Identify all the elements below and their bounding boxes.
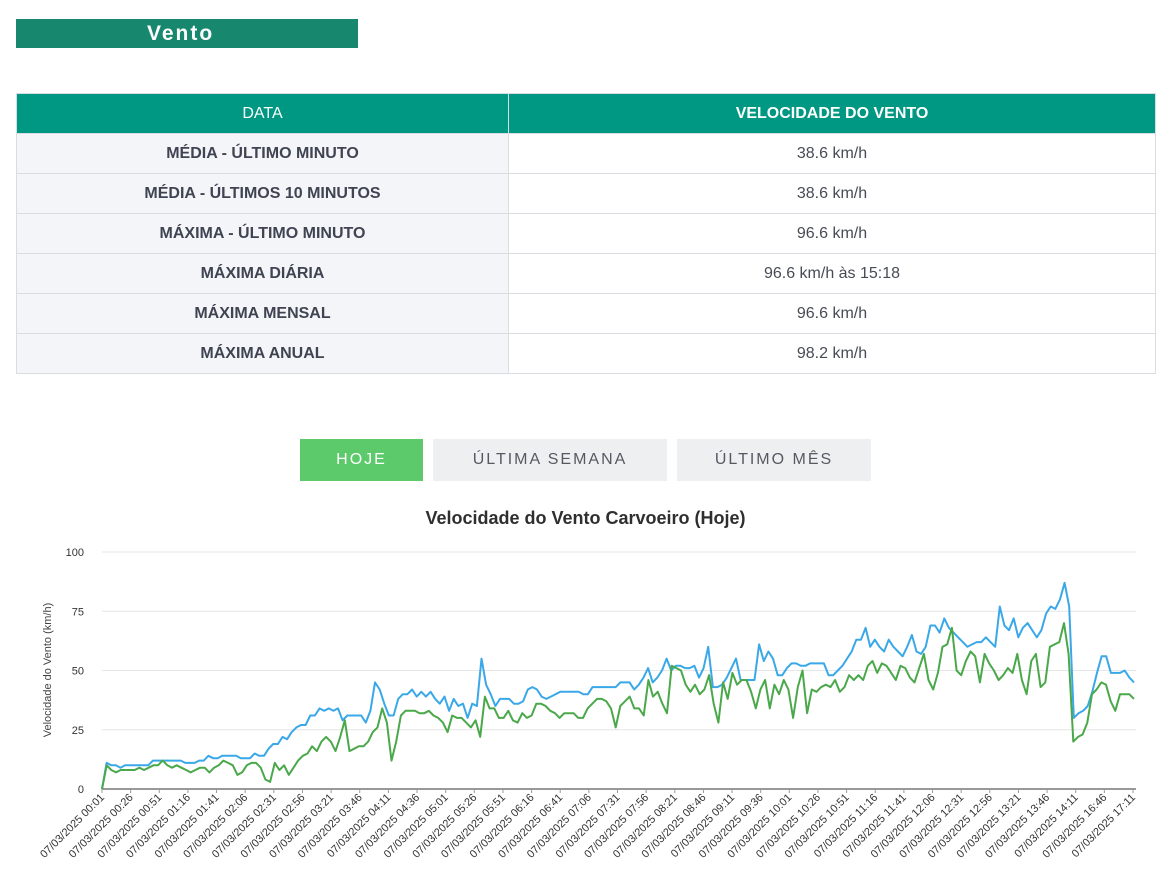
row-value: 96.6 km/h bbox=[508, 293, 1156, 334]
y-tick-label: 50 bbox=[72, 666, 84, 678]
table-header-row: DATA VELOCIDADE DO VENTO bbox=[16, 93, 1156, 134]
wind-table: DATA VELOCIDADE DO VENTO MÉDIA - ÚLTIMO … bbox=[16, 93, 1156, 374]
table-row: MÉDIA - ÚLTIMOS 10 MINUTOS 38.6 km/h bbox=[16, 173, 1156, 214]
row-label: MÁXIMA - ÚLTIMO MINUTO bbox=[16, 213, 509, 254]
tab-hoje[interactable]: HOJE bbox=[300, 439, 423, 481]
row-label: MÉDIA - ÚLTIMOS 10 MINUTOS bbox=[16, 173, 509, 214]
column-header-data: DATA bbox=[16, 93, 509, 134]
y-tick-label: 0 bbox=[78, 784, 84, 796]
tab-ultima-semana[interactable]: ÚLTIMA SEMANA bbox=[433, 439, 667, 481]
y-axis-label: Velocidade do Vento (km/h) bbox=[42, 603, 54, 738]
row-label: MÁXIMA DIÁRIA bbox=[16, 253, 509, 294]
row-label: MÁXIMA ANUAL bbox=[16, 333, 509, 374]
row-label: MÁXIMA MENSAL bbox=[16, 293, 509, 334]
row-value: 96.6 km/h às 15:18 bbox=[508, 253, 1156, 294]
table-row: MÉDIA - ÚLTIMO MINUTO 38.6 km/h bbox=[16, 133, 1156, 174]
chart-title: Velocidade do Vento Carvoeiro (Hoje) bbox=[425, 508, 746, 528]
y-tick-label: 25 bbox=[72, 725, 84, 737]
table-row: MÁXIMA - ÚLTIMO MINUTO 96.6 km/h bbox=[16, 213, 1156, 254]
row-value: 98.2 km/h bbox=[508, 333, 1156, 374]
table-row: MÁXIMA ANUAL 98.2 km/h bbox=[16, 333, 1156, 374]
section-title: Vento bbox=[16, 19, 358, 48]
row-value: 38.6 km/h bbox=[508, 173, 1156, 214]
column-header-velocidade: VELOCIDADE DO VENTO bbox=[508, 93, 1156, 134]
table-row: MÁXIMA DIÁRIA 96.6 km/h às 15:18 bbox=[16, 253, 1156, 294]
y-tick-label: 75 bbox=[72, 606, 84, 618]
row-value: 96.6 km/h bbox=[508, 213, 1156, 254]
series-line-2 bbox=[101, 622, 1135, 790]
row-value: 38.6 km/h bbox=[508, 133, 1156, 174]
table-row: MÁXIMA MENSAL 96.6 km/h bbox=[16, 293, 1156, 334]
series-line-1 bbox=[101, 581, 1135, 790]
period-tabs: HOJE ÚLTIMA SEMANA ÚLTIMO MÊS bbox=[0, 439, 1171, 481]
tab-ultimo-mes[interactable]: ÚLTIMO MÊS bbox=[677, 439, 871, 481]
row-label: MÉDIA - ÚLTIMO MINUTO bbox=[16, 133, 509, 174]
y-tick-label: 100 bbox=[66, 547, 84, 559]
